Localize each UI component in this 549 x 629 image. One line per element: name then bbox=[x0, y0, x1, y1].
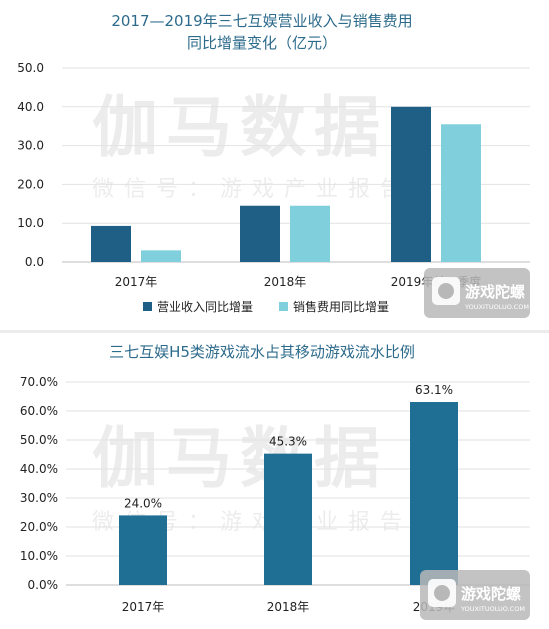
chart-2-x-tick: 2018年 bbox=[267, 600, 310, 614]
chart-2-y-tick: 30.0% bbox=[20, 491, 58, 505]
chart-2-y-tick: 40.0% bbox=[20, 462, 58, 476]
chart-1-x-tick: 2018年 bbox=[264, 275, 307, 289]
logo-name: 游戏陀螺 bbox=[461, 585, 521, 603]
chart-1-bar-sales-expense bbox=[441, 124, 481, 262]
chart-2-data-label: 63.1% bbox=[415, 383, 453, 397]
chart-2-data-label: 45.3% bbox=[269, 435, 307, 449]
chart-2-bar bbox=[119, 515, 167, 585]
watermark-main: 伽马数据 bbox=[92, 89, 388, 166]
chart-panel-2: 伽马数据 微信号：游戏产业报告 三七互娱H5类游戏流水占其移动游戏流水比例 0.… bbox=[0, 333, 549, 629]
chart-1-y-tick: 20.0 bbox=[17, 177, 44, 191]
chart-1-legend: 营业收入同比增量 销售费用同比增量 bbox=[143, 299, 389, 314]
chart-2-y-tick: 50.0% bbox=[20, 433, 58, 447]
logo-name: 游戏陀螺 bbox=[465, 283, 525, 301]
chart-1-y-tick: 40.0 bbox=[17, 100, 44, 114]
chart-1-bar-sales-expense bbox=[290, 205, 330, 262]
chart-1-y-tick: 10.0 bbox=[17, 216, 44, 230]
legend-label-sales-expense: 销售费用同比增量 bbox=[293, 299, 389, 314]
chart-2-data-label: 24.0% bbox=[124, 496, 162, 510]
chart-2-y-tick: 60.0% bbox=[20, 404, 58, 418]
chart-1-title: 2017—2019年三七互娱营业收入与销售费用 bbox=[111, 12, 412, 30]
chart-2-y-tick: 0.0% bbox=[28, 578, 59, 592]
chart-2-bar bbox=[410, 402, 458, 585]
logo-badge-1: 游戏陀螺 YOUXITUOLUO.COM bbox=[424, 268, 530, 318]
chart-2-bar bbox=[264, 453, 312, 585]
chart-1-bar-revenue bbox=[91, 225, 131, 262]
chart-1-y-tick: 50.0 bbox=[17, 61, 44, 75]
chart-2-y-tick: 20.0% bbox=[20, 520, 58, 534]
logo-url: YOUXITUOLUO.COM bbox=[460, 605, 525, 613]
chart-1-bar-revenue bbox=[391, 106, 431, 262]
panel-separator bbox=[0, 330, 549, 333]
chart-2-y-tick: 10.0% bbox=[20, 549, 58, 563]
chart-1-x-tick: 2017年 bbox=[115, 275, 158, 289]
chart-2-y-tick: 70.0% bbox=[20, 375, 58, 389]
chart-1-bar-sales-expense bbox=[141, 250, 181, 262]
logo-url: YOUXITUOLUO.COM bbox=[464, 303, 529, 311]
legend-swatch-sales-expense bbox=[279, 302, 288, 311]
watermark-sub: 微信号：游戏产业报告 bbox=[92, 177, 412, 202]
chart-2-title: 三七互娱H5类游戏流水占其移动游戏流水比例 bbox=[109, 343, 415, 361]
watermark-main: 伽马数据 bbox=[92, 420, 388, 497]
chart-1-subtitle: 同比增量变化（亿元） bbox=[187, 34, 337, 52]
chart-1-svg: 伽马数据 微信号：游戏产业报告 2017—2019年三七互娱营业收入与销售费用 … bbox=[17, 12, 530, 318]
chart-2-svg: 伽马数据 微信号：游戏产业报告 三七互娱H5类游戏流水占其移动游戏流水比例 0.… bbox=[20, 343, 530, 620]
chart-panel-1: 伽马数据 微信号：游戏产业报告 2017—2019年三七互娱营业收入与销售费用 … bbox=[17, 12, 530, 318]
chart-1-bar-revenue bbox=[240, 205, 280, 262]
chart-1-y-tick: 30.0 bbox=[17, 139, 44, 153]
chart-1-y-tick: 0.0 bbox=[25, 255, 44, 269]
logo-badge-2: 游戏陀螺 YOUXITUOLUO.COM bbox=[420, 570, 530, 620]
legend-swatch-revenue bbox=[143, 302, 152, 311]
legend-label-revenue: 营业收入同比增量 bbox=[157, 300, 253, 314]
chart-2-x-tick: 2017年 bbox=[122, 600, 165, 614]
